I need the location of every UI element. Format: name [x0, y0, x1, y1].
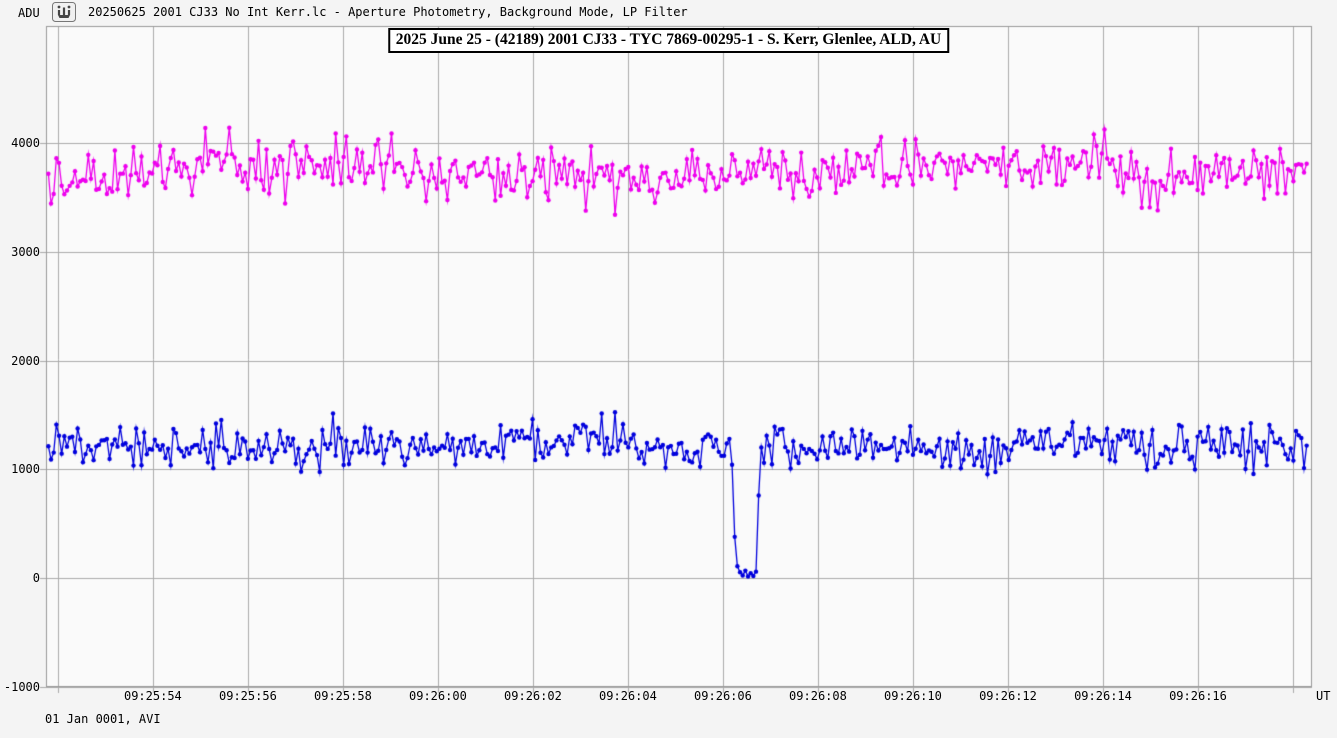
y-axis-unit-label: ADU — [18, 6, 40, 20]
chart-title: 2025 June 25 - (42189) 2001 CJ33 - TYC 7… — [395, 31, 942, 48]
chart-title-box: 2025 June 25 - (42189) 2001 CJ33 - TYC 7… — [387, 28, 950, 53]
light-curve-app-icon — [52, 2, 76, 22]
footer-date-format-label: 01 Jan 0001, AVI — [45, 712, 161, 726]
x-axis-unit-label: UT — [1316, 689, 1331, 703]
window-title: 20250625 2001 CJ33 No Int Kerr.lc - Aper… — [88, 5, 688, 19]
